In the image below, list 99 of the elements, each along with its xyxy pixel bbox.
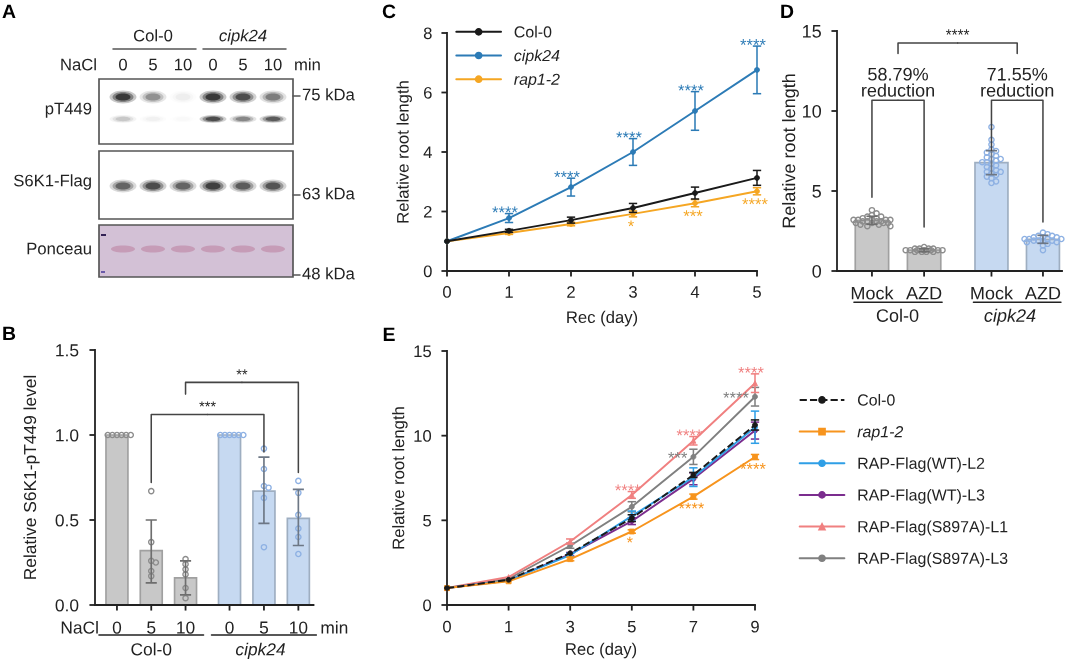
- annotation: ****: [554, 171, 580, 178]
- legend-label: RAP-Flag(S897A)-L1: [858, 520, 1008, 536]
- y-tick-label: 6: [423, 86, 432, 99]
- category-label: 10: [265, 58, 282, 71]
- y-axis-title: Relative root length: [396, 81, 413, 223]
- annotation: ****: [616, 131, 642, 138]
- annotation: **: [236, 369, 248, 375]
- y-tick-label: 1.5: [56, 344, 79, 357]
- text: NaCl: [61, 620, 98, 634]
- legend-label: cipk24: [514, 49, 560, 65]
- x-tick-label: 10: [177, 621, 195, 634]
- text: min: [321, 620, 348, 634]
- x-tick-label: 0: [443, 286, 451, 298]
- legend-label: Col-0: [514, 25, 552, 38]
- category-label: 10: [175, 58, 192, 71]
- y-axis-title: Relative root length: [782, 74, 799, 228]
- x-tick-label: AZD: [1024, 286, 1061, 300]
- text: 75 kDa: [302, 88, 355, 101]
- annotation: 58.79% reduction: [862, 67, 934, 97]
- x-tick-label: 2: [567, 286, 575, 298]
- text: 63 kDa: [302, 187, 355, 200]
- y-tick-label: 0: [812, 264, 822, 278]
- x-tick-label: 4: [690, 286, 700, 298]
- text: Col-0: [133, 29, 173, 42]
- legend-label: RAP-Flag(WT)-L3: [858, 488, 985, 504]
- x-axis-title: Col-0: [876, 308, 919, 322]
- x-tick-label: 5: [753, 286, 761, 298]
- annotation: ****: [676, 429, 703, 436]
- annotation: 71.55% reduction: [981, 67, 1054, 97]
- y-tick-label: 10: [803, 104, 822, 118]
- y-tick-label: 8: [423, 27, 432, 40]
- y-tick-label: 15: [414, 345, 432, 358]
- x-tick-label: 10: [290, 621, 308, 634]
- y-tick-label: 4: [423, 146, 432, 159]
- text: pT449: [45, 102, 92, 118]
- x-axis-title: Rec (day): [566, 642, 637, 659]
- x-axis-title: cipk24: [235, 642, 285, 659]
- x-tick-label: 3: [629, 286, 637, 298]
- y-tick-label: 1.0: [56, 429, 79, 442]
- y-tick-label: 5: [423, 514, 432, 527]
- x-tick-label: 1: [505, 286, 513, 298]
- annotation: *: [626, 536, 633, 543]
- x-tick-label: Mock: [851, 286, 894, 300]
- y-tick-label: 0.5: [55, 514, 79, 527]
- y-axis-title: Relative S6K1-pT449 level: [23, 375, 40, 579]
- text: min: [295, 58, 320, 71]
- y-tick-label: 0: [423, 265, 432, 278]
- x-axis-title: cipk24: [984, 308, 1036, 326]
- text: A: [2, 4, 16, 19]
- text: NaCl: [61, 58, 96, 71]
- x-tick-label: 0: [112, 621, 122, 634]
- y-tick-label: 15: [803, 25, 821, 38]
- text: S6K1-Flag: [14, 174, 91, 190]
- annotation: ****: [678, 84, 704, 91]
- legend-label: Col-0: [857, 393, 895, 406]
- annotation: ****: [945, 29, 970, 35]
- y-tick-label: 2: [423, 205, 432, 218]
- x-axis-title: Col-0: [131, 642, 172, 656]
- category-label: 5: [239, 58, 247, 71]
- x-tick-label: 9: [751, 620, 759, 633]
- y-tick-label: 5: [812, 185, 821, 198]
- annotation: *: [628, 220, 634, 227]
- chart-title: D: [781, 4, 794, 19]
- legend-label: RAP-Flag(WT)-L2: [858, 457, 985, 473]
- annotation: ****: [742, 198, 768, 205]
- chart-title: E: [383, 327, 395, 342]
- category-label: 0: [209, 58, 217, 71]
- x-tick-label: Mock: [971, 286, 1014, 300]
- x-tick-label: 5: [259, 621, 269, 634]
- x-tick-label: 5: [147, 621, 156, 634]
- annotation: ***: [683, 210, 703, 217]
- text: cipk24: [219, 29, 267, 45]
- annotation: ****: [740, 463, 766, 469]
- x-tick-label: 3: [566, 620, 575, 633]
- annotation: ****: [492, 206, 518, 213]
- x-tick-label: 7: [689, 620, 698, 633]
- text: 48 kDa: [302, 267, 355, 280]
- annotation: ****: [740, 39, 766, 45]
- y-axis-title: Relative root length: [392, 407, 408, 549]
- annotation: ****: [738, 366, 764, 373]
- x-tick-label: 0: [225, 621, 234, 634]
- x-tick-label: 0: [443, 620, 451, 633]
- category-label: 5: [149, 58, 157, 71]
- x-tick-label: AZD: [906, 286, 942, 300]
- y-tick-label: 10: [414, 430, 432, 442]
- chart-title: C: [382, 4, 396, 19]
- x-tick-label: 1: [505, 620, 513, 633]
- annotation: ****: [678, 502, 705, 509]
- legend-label: RAP-Flag(S897A)-L3: [858, 552, 1008, 568]
- legend-label: rap1-2: [857, 426, 904, 441]
- chart-title: B: [3, 326, 16, 341]
- y-tick-label: 0.0: [55, 599, 79, 612]
- legend-label: rap1-2: [514, 73, 560, 89]
- text: Ponceau: [27, 242, 91, 255]
- y-tick-label: 0: [423, 599, 432, 612]
- x-axis-title: Rec (day): [567, 310, 638, 327]
- annotation: ***: [199, 401, 216, 407]
- x-tick-label: 5: [627, 620, 636, 633]
- category-label: 0: [119, 58, 127, 71]
